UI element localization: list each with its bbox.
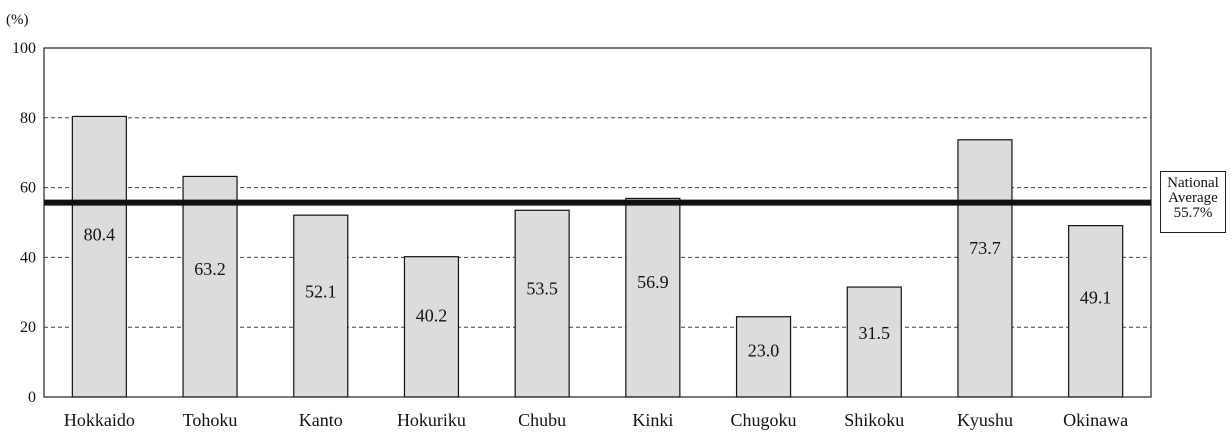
x-category-label: Kanto	[299, 410, 343, 430]
y-tick-label: 80	[20, 110, 36, 127]
bar-value-label: 73.7	[969, 238, 1001, 258]
y-tick-label: 100	[12, 40, 36, 57]
avg-label-line-3: 55.7%	[1173, 205, 1213, 221]
bar	[293, 214, 349, 398]
bar-value-label: 52.1	[305, 282, 337, 302]
bar-value-label: 53.5	[526, 279, 558, 299]
bar	[182, 175, 238, 398]
x-category-label: Kinki	[632, 410, 673, 430]
y-tick-label: 20	[20, 319, 36, 336]
bar-value-label: 56.9	[637, 272, 669, 292]
x-category-label: Chugoku	[731, 410, 797, 430]
avg-label-line-2: Average	[1168, 190, 1218, 206]
y-tick-label: 0	[28, 389, 36, 406]
bar-value-label: 23.0	[748, 340, 780, 360]
bar-value-label: 63.2	[194, 259, 226, 279]
x-category-label: Tohoku	[183, 410, 238, 430]
bar	[735, 316, 792, 398]
x-category-label: Hokkaido	[64, 410, 135, 430]
x-category-label: Chubu	[518, 410, 566, 430]
x-category-label: Okinawa	[1063, 410, 1128, 430]
national-average-label: National Average 55.7%	[1160, 171, 1226, 233]
bar	[71, 115, 127, 398]
y-tick-label: 40	[20, 249, 36, 266]
bar-value-label: 31.5	[859, 323, 891, 343]
y-unit-label: (%)	[6, 12, 29, 28]
x-category-label: Shikoku	[844, 410, 904, 430]
bars: 80.4 63.2 52.1 40.2 53.5 56.9 23.0 31.5 73.7 49.1	[71, 115, 1124, 398]
bar	[957, 139, 1013, 398]
avg-label-line-1: National	[1167, 175, 1219, 191]
bar	[625, 197, 681, 398]
bar-value-label: 40.2	[416, 306, 448, 326]
x-axis-labels: Hokkaido Tohoku Kanto Hokuriku Chubu Kinki Chu…	[64, 410, 1128, 430]
bar	[514, 209, 570, 398]
x-category-label: Kyushu	[957, 410, 1013, 430]
bar-value-label: 80.4	[84, 224, 116, 244]
bar	[1068, 225, 1124, 398]
y-axis-ticks: 0 20 40 60 80 100	[12, 40, 36, 406]
bar-value-label: 49.1	[1080, 288, 1112, 308]
x-category-label: Hokuriku	[397, 410, 466, 430]
plot-frame	[43, 47, 1152, 398]
y-tick-label: 60	[20, 180, 36, 197]
bar	[403, 256, 460, 398]
